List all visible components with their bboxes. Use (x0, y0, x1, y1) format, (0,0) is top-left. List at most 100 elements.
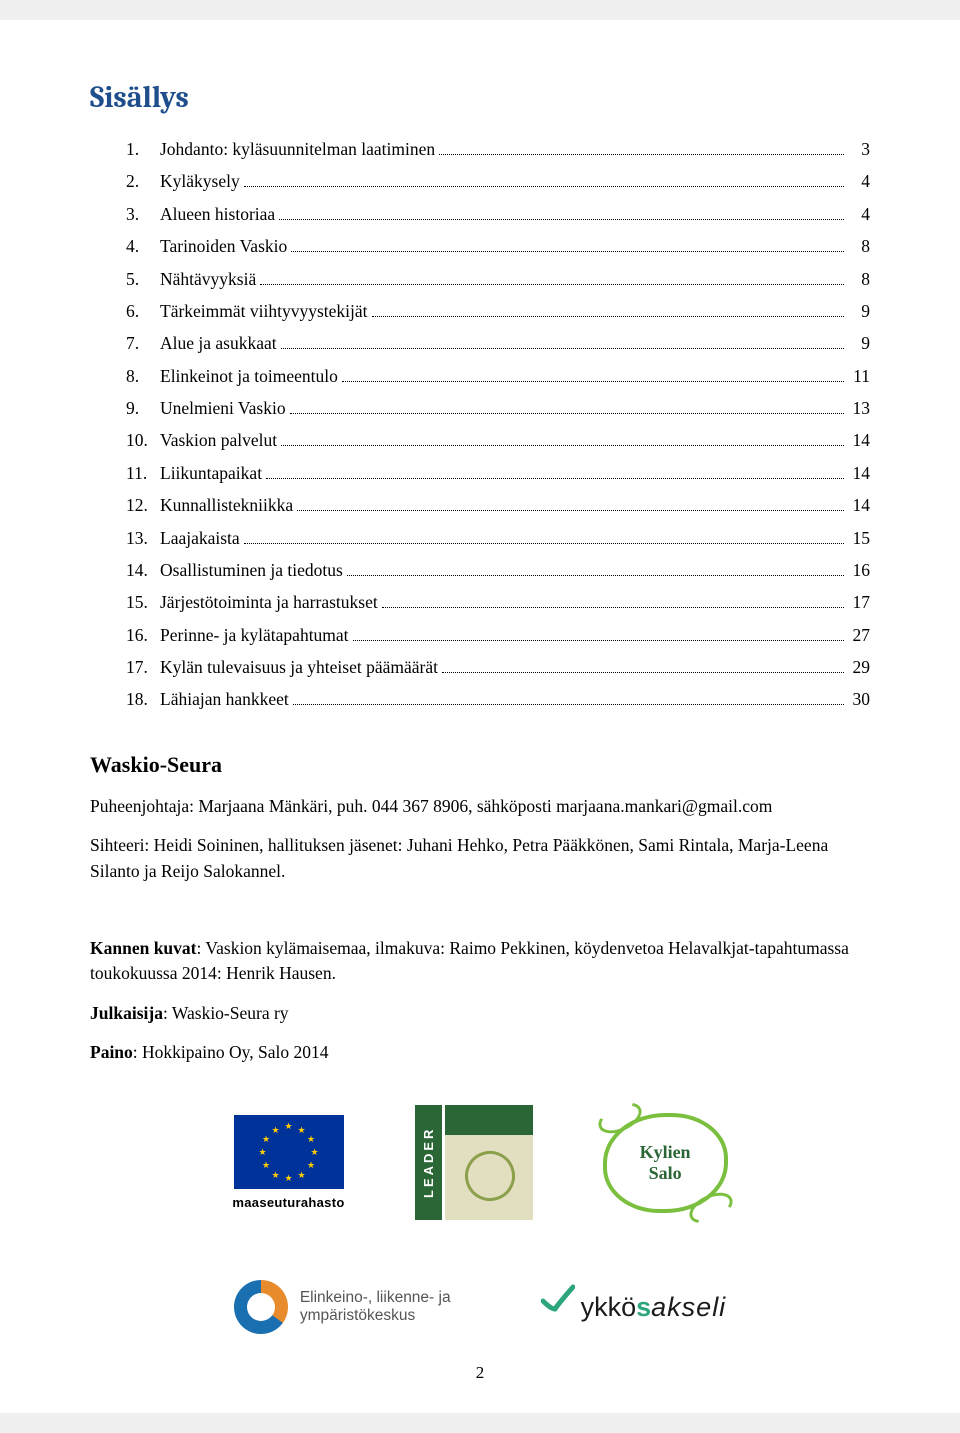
toc-number: 1. (126, 133, 160, 165)
ykkos-part3: akseli (651, 1292, 726, 1322)
toc-row: 13.Laajakaista15 (126, 522, 870, 554)
toc-row: 7.Alue ja asukkaat9 (126, 327, 870, 359)
toc-label: Elinkeinot ja toimeentulo (160, 360, 338, 392)
toc-row: 4.Tarinoiden Vaskio8 (126, 230, 870, 262)
toc-label: Kylän tulevaisuus ja yhteiset päämäärät (160, 651, 438, 683)
toc-label: Laajakaista (160, 522, 240, 554)
toc-label: Lähiajan hankkeet (160, 683, 289, 715)
toc-number: 17. (126, 651, 160, 683)
ykkos-part1: ykkö (581, 1292, 637, 1322)
toc-leader (279, 219, 844, 220)
toc-page: 29 (848, 651, 870, 683)
page-number: 2 (0, 1363, 960, 1383)
eu-star-icon: ★ (307, 1134, 315, 1145)
logo-ely-keskus: Elinkeino-, liikenne- ja ympäristökeskus (234, 1280, 451, 1334)
section-heading: Waskio-Seura (90, 752, 870, 778)
paragraph-board: Sihteeri: Heidi Soininen, hallituksen jä… (90, 833, 870, 884)
eu-caption: maaseuturahasto (232, 1195, 344, 1210)
leader-emblem-icon (445, 1105, 533, 1220)
toc-leader (244, 543, 844, 544)
document-page: Sisällys 1.Johdanto: kyläsuunnitelman la… (0, 20, 960, 1413)
credits-images: Kannen kuvat: Vaskion kylämaisemaa, ilma… (90, 936, 870, 987)
logos-row-2: Elinkeino-, liikenne- ja ympäristökeskus… (90, 1280, 870, 1334)
credits-print-text: : Hokkipaino Oy, Salo 2014 (133, 1042, 329, 1062)
eu-star-icon: ★ (298, 1125, 306, 1136)
toc-leader (281, 348, 844, 349)
toc-row: 14.Osallistuminen ja tiedotus16 (126, 554, 870, 586)
toc-row: 2.Kyläkysely 4 (126, 165, 870, 197)
toc-number: 7. (126, 327, 160, 359)
toc-label: Liikuntapaikat (160, 457, 262, 489)
toc-leader (266, 478, 844, 479)
leader-text: LEADER (415, 1105, 442, 1220)
kylien-line1: Kylien (640, 1142, 691, 1162)
ely-line2: ympäristökeskus (300, 1307, 415, 1324)
toc-label: Kyläkysely (160, 165, 240, 197)
toc-number: 12. (126, 489, 160, 521)
toc-page: 13 (848, 392, 870, 424)
toc-leader (353, 640, 844, 641)
toc-page: 4 (848, 165, 870, 197)
toc-leader (297, 510, 844, 511)
paragraph-chair: Puheenjohtaja: Marjaana Mänkäri, puh. 04… (90, 794, 870, 819)
ykkos-part2: s (636, 1292, 651, 1322)
toc-row: 1.Johdanto: kyläsuunnitelman laatiminen3 (126, 133, 870, 165)
eu-star-icon: ★ (272, 1125, 280, 1136)
toc-number: 2. (126, 165, 160, 197)
eu-flag-icon: ★★★★★★★★★★★★ (234, 1115, 344, 1189)
logo-eu-maaseuturahasto: ★★★★★★★★★★★★ maaseuturahasto (232, 1115, 344, 1210)
toc-page: 8 (848, 230, 870, 262)
toc-leader (382, 607, 844, 608)
toc-number: 8. (126, 360, 160, 392)
logo-leader: LEADER (415, 1105, 533, 1220)
ely-icon (234, 1280, 288, 1334)
toc-page: 3 (848, 133, 870, 165)
ykkos-check-icon (541, 1283, 575, 1313)
toc-page: 14 (848, 424, 870, 456)
toc-page: 9 (848, 327, 870, 359)
eu-star-icon: ★ (262, 1134, 270, 1145)
toc-leader (442, 672, 844, 673)
toc-row: 10.Vaskion palvelut14 (126, 424, 870, 456)
ely-text: Elinkeino-, liikenne- ja ympäristökeskus (300, 1289, 451, 1326)
toc-page: 30 (848, 683, 870, 715)
credits-publisher: Julkaisija: Waskio-Seura ry (90, 1001, 870, 1026)
toc-page: 15 (848, 522, 870, 554)
toc-leader (281, 445, 844, 446)
ely-line1: Elinkeino-, liikenne- ja (300, 1289, 451, 1306)
eu-star-icon: ★ (307, 1160, 315, 1171)
toc-leader (342, 381, 844, 382)
toc-page: 27 (848, 619, 870, 651)
toc-row: 12.Kunnallistekniikka14 (126, 489, 870, 521)
toc-label: Vaskion palvelut (160, 424, 277, 456)
toc-row: 16.Perinne- ja kylätapahtumat27 (126, 619, 870, 651)
toc-label: Perinne- ja kylätapahtumat (160, 619, 349, 651)
toc-page: 17 (848, 586, 870, 618)
toc-leader (244, 186, 844, 187)
toc-page: 4 (848, 198, 870, 230)
toc-number: 18. (126, 683, 160, 715)
toc-number: 6. (126, 295, 160, 327)
toc-page: 16 (848, 554, 870, 586)
credits-publisher-label: Julkaisija (90, 1003, 163, 1023)
toc-page: 9 (848, 295, 870, 327)
toc-row: 6.Tärkeimmät viihtyvyystekijät 9 (126, 295, 870, 327)
toc-row: 8.Elinkeinot ja toimeentulo11 (126, 360, 870, 392)
toc-row: 11.Liikuntapaikat14 (126, 457, 870, 489)
eu-star-icon: ★ (262, 1160, 270, 1171)
page-title: Sisällys (90, 80, 870, 115)
toc-row: 18.Lähiajan hankkeet 30 (126, 683, 870, 715)
logos-container: ★★★★★★★★★★★★ maaseuturahasto LEADER Kyli… (90, 1105, 870, 1334)
credits-print: Paino: Hokkipaino Oy, Salo 2014 (90, 1040, 870, 1065)
toc-leader (291, 251, 844, 252)
toc-label: Unelmieni Vaskio (160, 392, 286, 424)
credits-images-text: : Vaskion kylämaisemaa, ilmakuva: Raimo … (90, 938, 849, 983)
kylien-line2: Salo (649, 1163, 682, 1183)
toc-label: Alueen historiaa (160, 198, 275, 230)
toc-label: Tärkeimmät viihtyvyystekijät (160, 295, 368, 327)
toc-number: 15. (126, 586, 160, 618)
toc-page: 8 (848, 263, 870, 295)
toc-number: 14. (126, 554, 160, 586)
eu-star-icon: ★ (285, 1173, 293, 1184)
toc-label: Tarinoiden Vaskio (160, 230, 287, 262)
